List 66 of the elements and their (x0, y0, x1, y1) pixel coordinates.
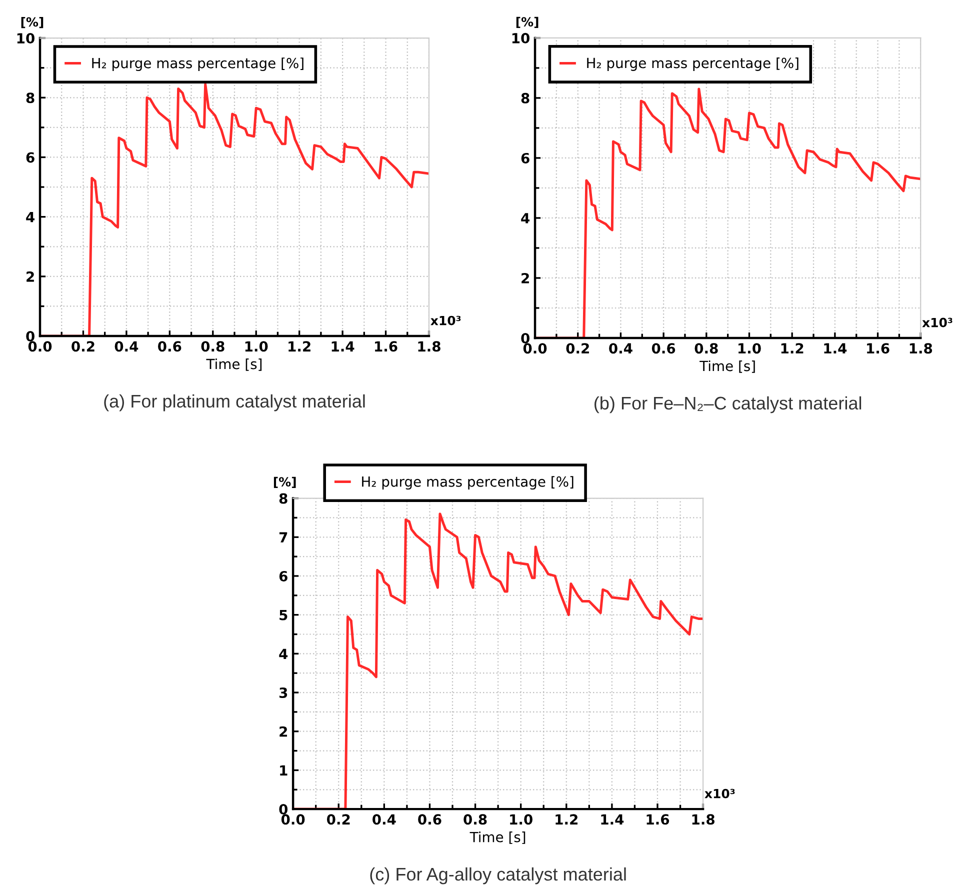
x-tick-label: 0.6 (418, 814, 442, 825)
y-tick-label: 2 (26, 271, 34, 282)
y-tick-label: 8 (26, 92, 34, 104)
y-tick-label: 2 (280, 726, 287, 737)
x-tick-label: 1.2 (556, 814, 578, 824)
legend-label: H₂ purge mass percentage [%] (587, 58, 798, 71)
legend-label: H₂ purge mass percentage [%] (362, 476, 574, 490)
x-tick-label: 0.6 (652, 343, 676, 354)
y-tick-label: 4 (26, 212, 35, 222)
x-tick-label: 1.0 (738, 343, 761, 354)
x-tick-label: 1.2 (781, 343, 804, 354)
text: x10³ (922, 318, 952, 328)
y-tick-label: 0 (521, 332, 530, 344)
x-tick-label: 0.8 (694, 343, 718, 354)
y-tick-label: 10 (17, 33, 34, 44)
x-tick-label: 1.2 (288, 341, 310, 352)
y-tick-label: 10 (512, 32, 530, 44)
y-tick-label: 6 (279, 570, 288, 582)
x-axis-title: Time [s] (206, 358, 262, 371)
x-tick-label: 0.8 (201, 341, 224, 352)
x-tick-label: 0.4 (114, 341, 138, 352)
y-tick-label: 5 (280, 610, 288, 620)
x-tick-label: 1.0 (510, 814, 532, 825)
x-tick-label: 1.4 (332, 341, 354, 352)
x-tick-label: 1.8 (692, 814, 714, 825)
y-tick-label: 7 (279, 532, 288, 542)
text: x10³ (704, 788, 735, 798)
x-tick-label: 0.4 (609, 343, 632, 354)
x-axis-title: Time [s] (700, 360, 755, 373)
x-tick-label: 0.2 (566, 343, 589, 354)
x-tick-label: 1.6 (375, 341, 398, 352)
y-tick-label: 1 (280, 765, 288, 776)
y-axis-title: [%] (21, 17, 44, 28)
x-axis-title: Time [s] (470, 832, 526, 844)
y-tick-label: 4 (521, 213, 530, 224)
x-tick-label: 1.8 (418, 341, 440, 352)
x-tick-label: 0.2 (72, 341, 94, 352)
text: (c) For Ag-alloy catalyst material (370, 867, 626, 884)
x-tick-label: 1.4 (824, 343, 847, 354)
x-tick-label: 0.0 (28, 341, 52, 352)
x-tick-label: 0.6 (158, 341, 182, 352)
y-tick-label: 8 (279, 493, 288, 504)
y-tick-label: 6 (521, 152, 530, 164)
x-tick-label: 0.2 (326, 814, 350, 825)
x-tick-label: 0.0 (281, 814, 305, 825)
x-tick-label: 1.6 (867, 343, 890, 354)
legend-label: H₂ purge mass percentage [%] (92, 58, 304, 72)
y-tick-label: 4 (279, 648, 288, 659)
x-tick-label: 1.4 (601, 814, 624, 824)
y-axis-title: [%] (274, 476, 296, 488)
x-tick-label: 0.0 (523, 343, 547, 354)
text: (b) For Fe–N₂–C catalyst material (594, 396, 862, 414)
y-tick-label: 0 (26, 331, 34, 342)
x-tick-label: 0.4 (372, 814, 396, 825)
text: (a) For platinum catalyst material (104, 394, 365, 412)
y-tick-label: 3 (279, 687, 288, 698)
text: x10³ (430, 316, 461, 326)
y-tick-label: 2 (522, 272, 529, 284)
y-axis-title: [%] (516, 16, 538, 28)
y-tick-label: 6 (26, 152, 34, 163)
y-tick-label: 0 (279, 804, 288, 815)
x-tick-label: 0.8 (464, 814, 487, 825)
x-tick-label: 1.8 (910, 343, 932, 354)
x-tick-label: 1.6 (646, 814, 670, 825)
y-tick-label: 8 (521, 92, 530, 104)
x-tick-label: 1.0 (245, 341, 268, 352)
